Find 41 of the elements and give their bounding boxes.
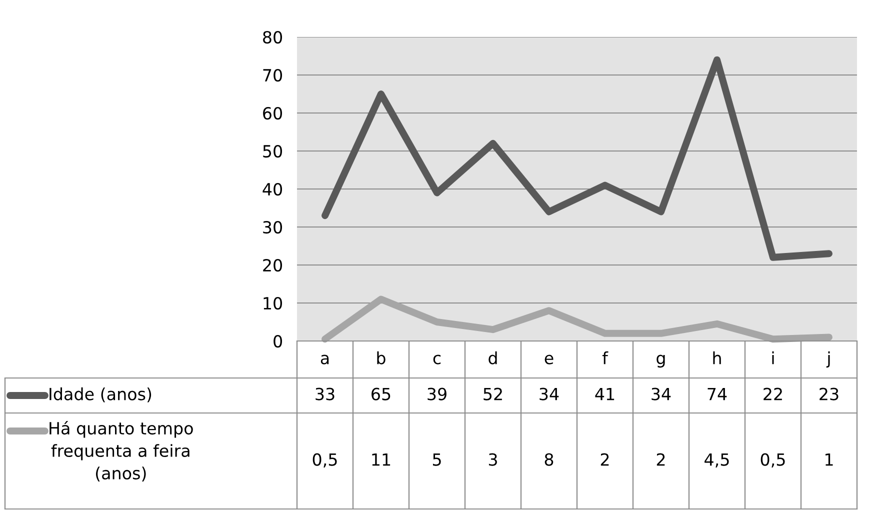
- y-tick-label: 40: [262, 182, 282, 196]
- y-tick-label: 30: [263, 220, 282, 234]
- y-tick-label: 60: [263, 106, 282, 120]
- x-tick-label: d: [488, 351, 497, 364]
- x-tick-label: e: [544, 354, 554, 364]
- data-label: 41: [595, 388, 614, 400]
- x-tick-label: i: [772, 351, 774, 364]
- data-label: 4,5: [704, 453, 729, 468]
- data-label: 2: [656, 453, 665, 466]
- x-tick-label: h: [713, 351, 721, 364]
- data-label: 3: [488, 453, 497, 466]
- data-label: 1: [826, 453, 833, 466]
- data-label: 2: [600, 453, 609, 466]
- data-label: 8: [544, 453, 554, 466]
- y-tick-label: 70: [263, 68, 282, 82]
- x-tick-label: f: [602, 351, 608, 364]
- data-label: 23: [820, 388, 838, 400]
- data-label: 39: [428, 388, 446, 400]
- y-tick-label: 10: [264, 296, 282, 310]
- data-label: 34: [652, 388, 671, 400]
- legend-label: Há quanto tempo frequenta a feira (anos): [50, 421, 193, 482]
- data-label: 65: [372, 388, 390, 400]
- data-label: 0,5: [760, 453, 785, 468]
- x-tick-label: g: [656, 354, 665, 368]
- y-tick-label: 80: [263, 30, 282, 44]
- y-tick-label: 20: [263, 258, 282, 272]
- y-tick-label: 50: [263, 144, 282, 158]
- x-tick-label: b: [377, 351, 386, 364]
- data-label: 11: [372, 453, 390, 466]
- y-tick-label: 0: [274, 334, 282, 348]
- data-label: 52: [484, 388, 502, 400]
- data-label: 5: [432, 453, 441, 466]
- data-label: 0,5: [312, 453, 337, 468]
- x-tick-label: a: [320, 354, 329, 364]
- data-label: 33: [316, 388, 334, 400]
- x-tick-label: j: [826, 351, 830, 368]
- data-label: 22: [764, 388, 782, 400]
- x-tick-label: c: [433, 354, 441, 364]
- data-label: 74: [708, 388, 727, 400]
- legend-label: Idade (anos): [50, 387, 152, 402]
- data-label: 34: [540, 388, 559, 400]
